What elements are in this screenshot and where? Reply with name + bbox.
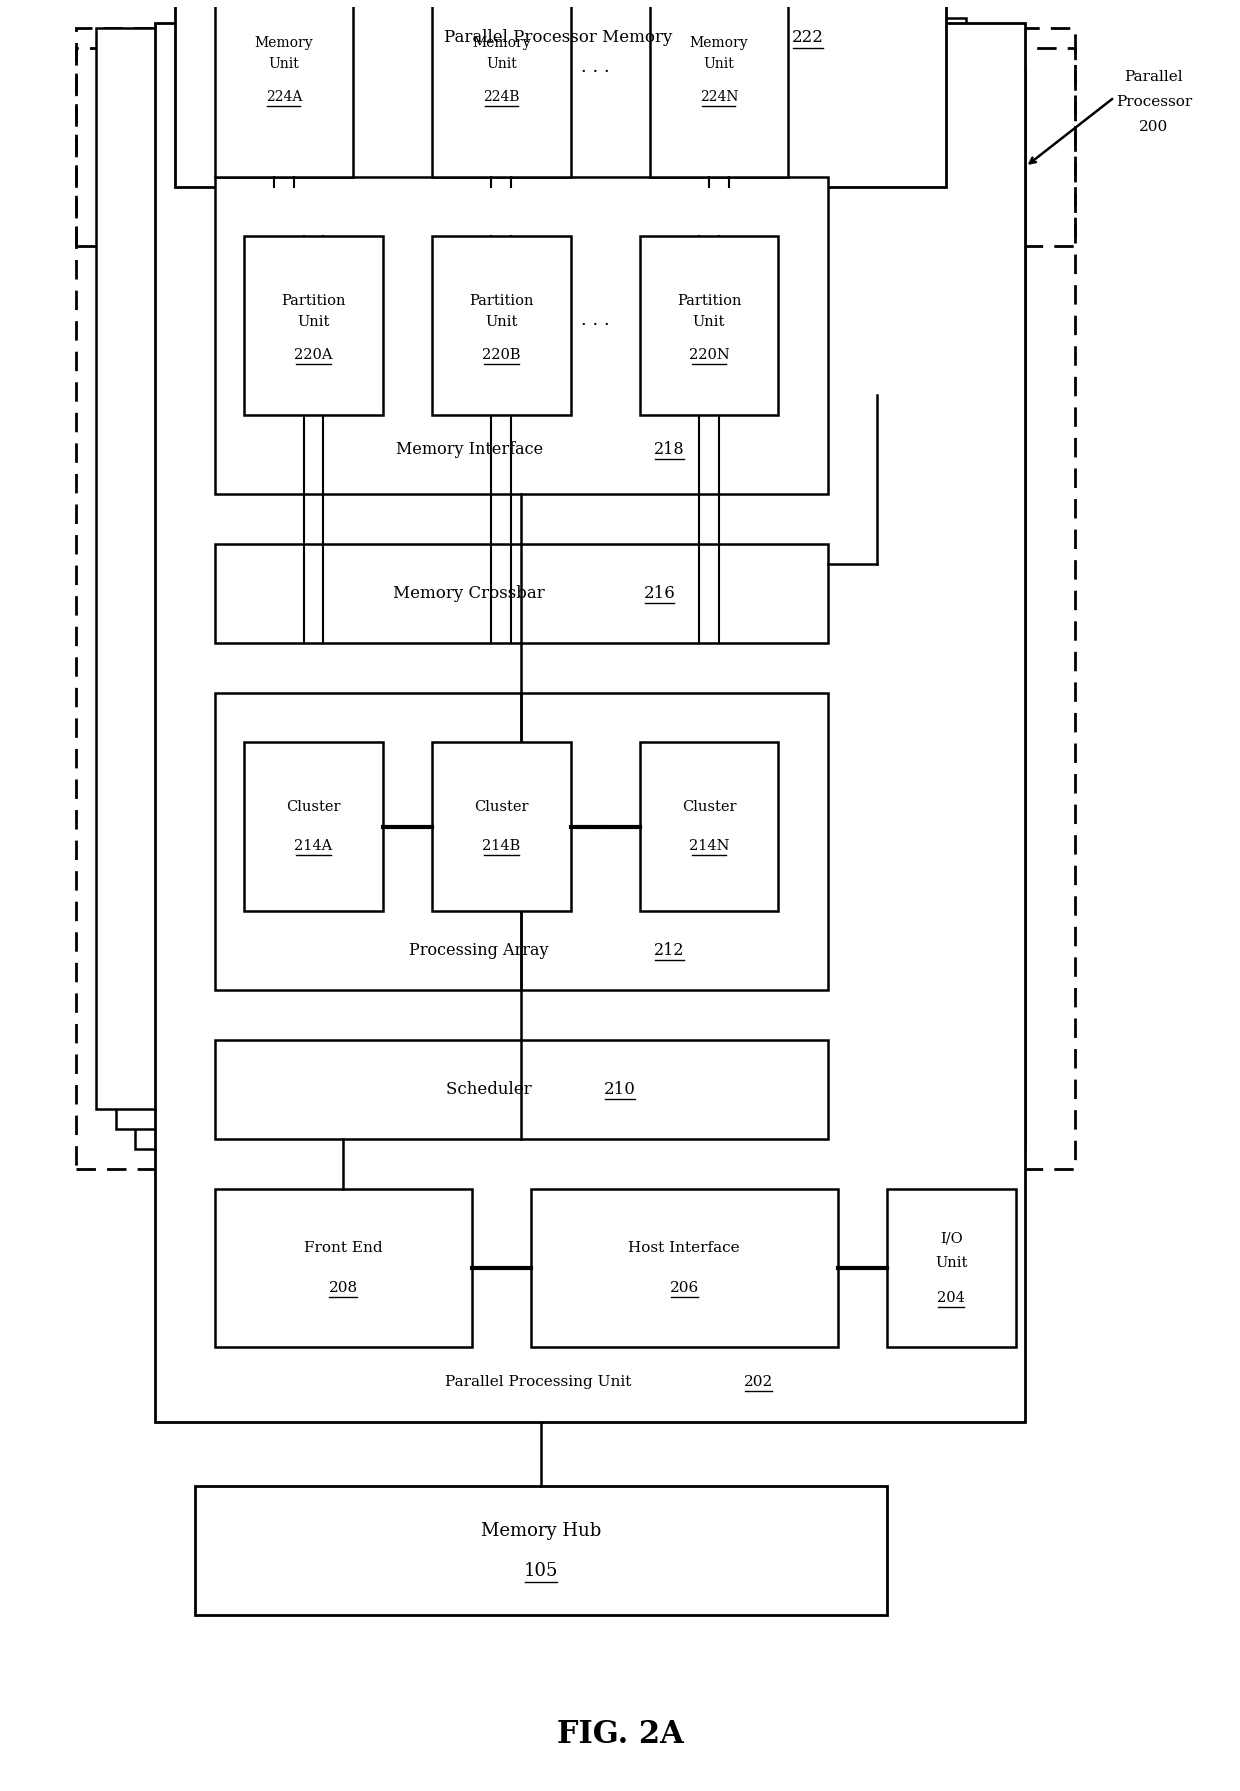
Text: · · ·: · · ·: [580, 317, 610, 335]
Bar: [640, 236, 779, 416]
Text: 224A: 224A: [265, 90, 303, 104]
Bar: [432, 236, 570, 416]
Text: 105: 105: [523, 1562, 558, 1580]
Bar: [244, 236, 383, 416]
Text: 206: 206: [670, 1281, 699, 1295]
Text: FIG. 2A: FIG. 2A: [557, 1719, 683, 1750]
Text: Front End: Front End: [304, 1241, 382, 1255]
Text: Memory Interface: Memory Interface: [396, 441, 548, 458]
Text: Unit: Unit: [935, 1255, 967, 1270]
Bar: [135, 68, 1025, 1150]
Text: 200: 200: [1140, 120, 1168, 134]
Bar: [215, 38, 986, 226]
Text: Unit: Unit: [268, 57, 299, 72]
Text: Partition: Partition: [677, 294, 742, 308]
Bar: [215, 544, 827, 643]
Text: 224N: 224N: [699, 90, 738, 104]
Text: 204: 204: [937, 1291, 965, 1306]
Text: Parallel Processor Memory: Parallel Processor Memory: [444, 29, 677, 47]
Text: 220A: 220A: [294, 347, 332, 362]
Bar: [155, 23, 1025, 1422]
Text: Processing Array: Processing Array: [409, 942, 554, 958]
Bar: [76, 48, 1075, 1170]
Bar: [215, 177, 827, 494]
Text: 212: 212: [655, 942, 684, 958]
Bar: [215, 1189, 471, 1347]
Text: Unit: Unit: [703, 57, 734, 72]
Text: Parallel: Parallel: [1125, 70, 1183, 84]
Text: 220N: 220N: [688, 347, 729, 362]
Bar: [887, 1189, 1016, 1347]
Text: Memory Hub: Memory Hub: [481, 1522, 601, 1540]
Text: Memory: Memory: [689, 36, 748, 50]
Bar: [215, 693, 827, 990]
Text: 224B: 224B: [484, 90, 520, 104]
Bar: [215, 1041, 827, 1139]
Text: 216: 216: [644, 586, 676, 602]
Bar: [244, 741, 383, 912]
Text: 218: 218: [655, 441, 684, 458]
Text: Unit: Unit: [485, 315, 517, 330]
Bar: [640, 741, 779, 912]
Text: 220B: 220B: [482, 347, 521, 362]
Text: Unit: Unit: [486, 57, 517, 72]
Bar: [195, 1487, 887, 1615]
Bar: [115, 48, 1006, 1128]
Text: Memory Crossbar: Memory Crossbar: [393, 586, 551, 602]
Text: Unit: Unit: [693, 315, 725, 330]
Text: Scheduler: Scheduler: [446, 1082, 537, 1098]
Text: Processor: Processor: [1116, 95, 1192, 109]
Bar: [531, 1189, 837, 1347]
Text: Partition: Partition: [281, 294, 346, 308]
Text: Cluster: Cluster: [682, 801, 737, 813]
Text: 214N: 214N: [688, 840, 729, 853]
Bar: [215, 0, 353, 177]
Text: Cluster: Cluster: [286, 801, 341, 813]
Text: Host Interface: Host Interface: [629, 1241, 740, 1255]
Text: Memory: Memory: [254, 36, 314, 50]
Text: 214B: 214B: [482, 840, 521, 853]
Text: 214A: 214A: [294, 840, 332, 853]
Text: 222: 222: [792, 29, 823, 47]
Text: 202: 202: [744, 1375, 773, 1390]
Bar: [432, 0, 570, 177]
Text: Partition: Partition: [469, 294, 533, 308]
Bar: [175, 0, 946, 186]
Text: · · ·: · · ·: [575, 817, 605, 836]
Bar: [432, 741, 570, 912]
Bar: [76, 29, 1075, 245]
Text: I/O: I/O: [940, 1232, 962, 1245]
Text: Memory: Memory: [472, 36, 531, 50]
Text: · · ·: · · ·: [580, 63, 610, 81]
Text: 208: 208: [329, 1281, 357, 1295]
Text: Cluster: Cluster: [474, 801, 528, 813]
Text: Unit: Unit: [298, 315, 330, 330]
Bar: [650, 0, 789, 177]
Text: 210: 210: [604, 1082, 636, 1098]
Text: Parallel Processing Unit: Parallel Processing Unit: [445, 1375, 636, 1390]
Bar: [195, 18, 966, 206]
Bar: [95, 29, 986, 1109]
